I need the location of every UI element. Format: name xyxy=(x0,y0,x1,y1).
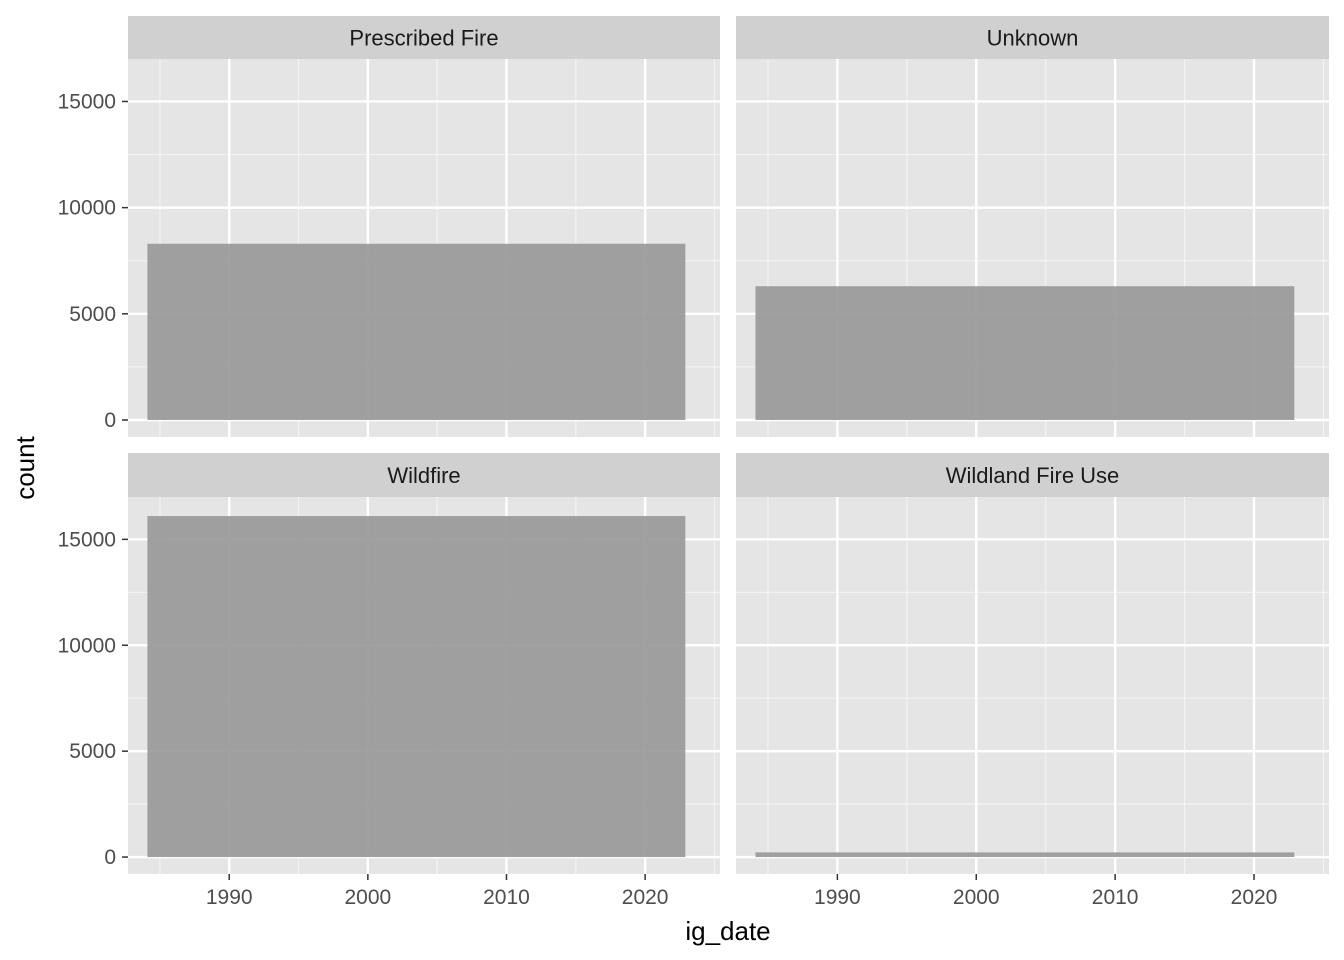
facet-strip-label: Unknown xyxy=(987,26,1079,51)
facet-panel: Wildland Fire Use 1990 2000 2010 2020 xyxy=(736,453,1329,909)
y-tick-label: 10000 xyxy=(58,197,116,220)
y-tick-label: 10000 xyxy=(58,634,116,657)
facet-strip-label: Wildland Fire Use xyxy=(946,463,1120,488)
y-tick-label: 15000 xyxy=(58,90,116,113)
bar xyxy=(755,852,1295,858)
bar xyxy=(755,286,1295,421)
x-tick-label: 1990 xyxy=(206,886,253,909)
panel-background xyxy=(736,497,1329,874)
facet-strip xyxy=(128,453,720,497)
x-axis-title: ig_date xyxy=(685,916,770,946)
x-tick-label: 2010 xyxy=(483,886,530,909)
facet-strip-label: Prescribed Fire xyxy=(349,26,498,51)
facet-strip xyxy=(736,453,1329,497)
facet-panel: Prescribed Fire 0 5000 10000 15000 xyxy=(58,16,720,437)
bar xyxy=(147,516,686,858)
facet-strip xyxy=(736,16,1329,59)
x-tick-label: 2010 xyxy=(1092,886,1139,909)
x-tick-label: 2020 xyxy=(1231,886,1278,909)
y-tick-label: 0 xyxy=(104,409,116,432)
y-tick-label: 5000 xyxy=(69,740,116,763)
bar xyxy=(147,243,686,421)
x-tick-label: 2000 xyxy=(344,886,391,909)
x-tick-label: 2000 xyxy=(953,886,1000,909)
x-tick-label: 2020 xyxy=(622,886,669,909)
y-tick-label: 0 xyxy=(104,846,116,869)
y-axis-title: count xyxy=(10,435,40,499)
facet-strip xyxy=(128,16,720,59)
y-tick-label: 5000 xyxy=(69,303,116,326)
facet-panel: Wildfire 0 5000 10000 15000 1990 2000 2010 2020 xyxy=(58,453,720,909)
x-tick-label: 1990 xyxy=(814,886,861,909)
y-tick-label: 15000 xyxy=(58,528,116,551)
facet-strip-label: Wildfire xyxy=(387,463,460,488)
facet-panel: Unknown xyxy=(736,16,1329,437)
